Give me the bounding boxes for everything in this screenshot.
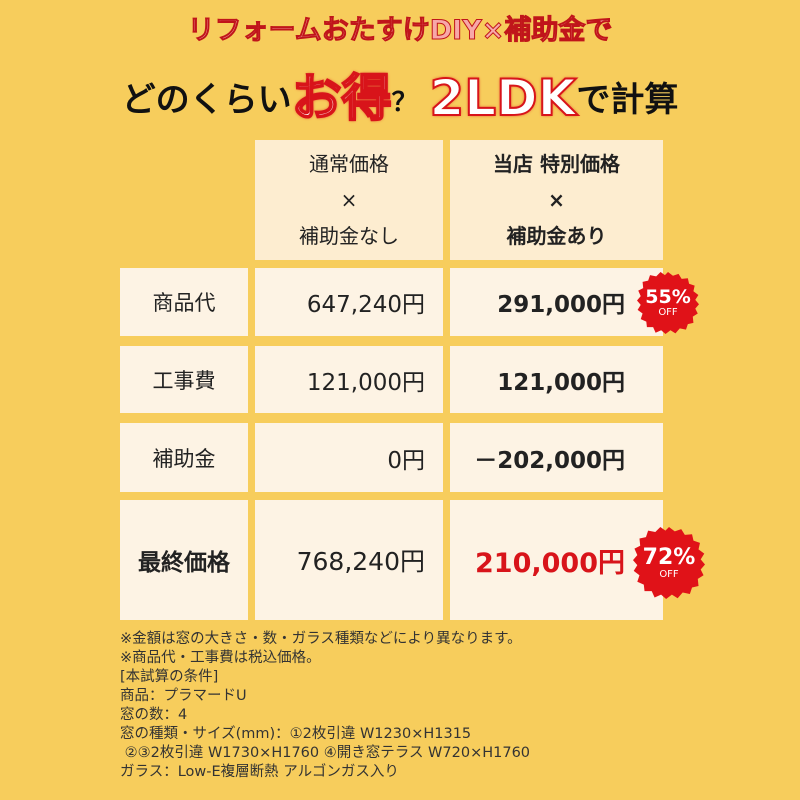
discount-badge: 55% OFF bbox=[637, 272, 699, 334]
header-text: 補助金あり bbox=[506, 224, 607, 248]
title-highlight: お得 bbox=[291, 68, 393, 128]
normal-price: 0円 bbox=[255, 423, 443, 492]
header-text: × bbox=[548, 188, 565, 212]
normal-price: 768,240円 bbox=[255, 500, 443, 620]
note-line: ②③2枚引違 W1730×H1760 ④開き窓テラス W720×H1760 bbox=[120, 745, 531, 761]
title-text: どのくらい bbox=[121, 80, 292, 120]
note-line: ガラス：Low-E複層断熱 アルゴンガス入り bbox=[120, 764, 399, 780]
header-text: 当店 特別価格 bbox=[493, 152, 620, 176]
normal-price: 647,240円 bbox=[255, 268, 443, 336]
final-special-price: 210,000円 bbox=[450, 500, 663, 620]
badge-percent: 55% bbox=[645, 286, 691, 308]
note-line: ※金額は窓の大きさ・数・ガラス種類などにより異なります。 bbox=[120, 631, 522, 647]
badge-off: OFF bbox=[658, 307, 678, 318]
normal-price: 121,000円 bbox=[255, 346, 443, 413]
note-line: [本試算の条件] bbox=[120, 669, 219, 685]
footnotes: ※金額は窓の大きさ・数・ガラス種類などにより異なります。 ※商品代・工事費は税込価… bbox=[120, 630, 530, 782]
header-normal: 通常価格 × 補助金なし bbox=[255, 140, 443, 260]
badge-percent: 72% bbox=[642, 544, 696, 570]
row-label: 補助金 bbox=[120, 423, 248, 492]
note-line: 窓の種類・サイズ(mm)：①2枚引違 W1230×H1315 bbox=[120, 726, 472, 742]
row-label: 最終価格 bbox=[120, 500, 248, 620]
title-highlight: 2LDK bbox=[428, 68, 577, 128]
title-text: ？ bbox=[391, 88, 418, 118]
row-label: 工事費 bbox=[120, 346, 248, 413]
special-price: 121,000円 bbox=[450, 346, 663, 413]
note-line: 窓の数：4 bbox=[120, 707, 188, 723]
row-label: 商品代 bbox=[120, 268, 248, 336]
title-text: で計算 bbox=[576, 80, 679, 120]
special-price: 291,000円 bbox=[450, 268, 663, 336]
header-text: 補助金なし bbox=[299, 224, 399, 248]
header-text: 通常価格 bbox=[309, 152, 389, 176]
discount-badge: 72% OFF bbox=[633, 527, 705, 599]
title-line-1: リフォームおたすけDIY×補助金で bbox=[187, 15, 613, 47]
header-text: × bbox=[340, 188, 358, 212]
special-price: －202,000円 bbox=[450, 423, 663, 492]
title-line-2: どのくらいお得？ 2LDKで計算 bbox=[0, 58, 800, 130]
header-special: 当店 特別価格 × 補助金あり bbox=[450, 140, 663, 260]
badge-off: OFF bbox=[659, 568, 679, 580]
note-line: 商品：プラマードU bbox=[120, 688, 247, 704]
note-line: ※商品代・工事費は税込価格。 bbox=[120, 650, 321, 666]
